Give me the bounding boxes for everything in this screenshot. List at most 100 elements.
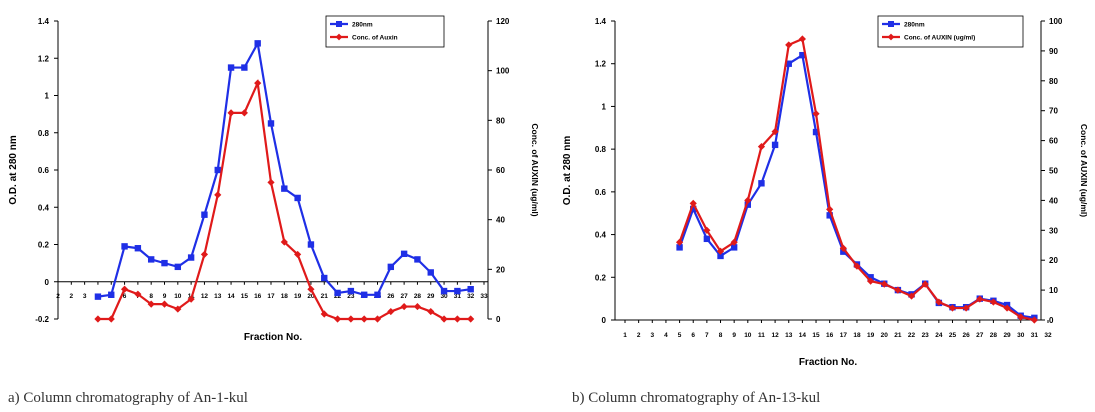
chart-b-y2tick-label: 80 [1049,77,1058,86]
chart-a-y2tick-label: 60 [496,166,505,175]
chart-b-xtick-label: 13 [785,332,793,339]
chart-b-od280-point [867,274,874,281]
chart-a-od280-point [321,274,328,282]
chart-b-ytick-label: 0.6 [595,188,607,197]
chart-a-ytick-label: 0.6 [38,166,50,175]
chart-a-od280-point [347,287,355,295]
chart-a-auxin-point [413,302,422,311]
chart-b-auxin-point [976,295,984,303]
chart-a-od280-point [134,245,142,252]
chart-b-auxin-point [853,262,861,270]
chart-b-auxin-point [894,286,902,294]
chart-b-xtick-label: 28 [990,332,998,339]
chart-b-ytick-label: 0.8 [595,145,607,154]
chart-b-ytick-label: 0 [602,316,607,325]
chart-b-xtick-label: 11 [758,332,765,339]
chart-a-xtick-label: 21 [321,293,329,300]
chart-b-auxin-point [703,226,711,234]
chart-b-ytick-label: 1 [602,102,607,111]
chart-b-xtick-label: 25 [949,332,957,339]
chart-b-legend-marker [887,33,895,41]
chart-b-xtick-label: 20 [881,332,889,339]
chart-a-legend-label: 280nm [352,22,373,29]
chart-a-y2tick-label: 100 [496,67,510,76]
chart-a-xtick-label: 13 [214,293,222,300]
chart-b-xtick-label: 31 [1031,332,1039,339]
chart-b-xtick-label: 9 [732,332,736,339]
chart-b-od280-point [703,235,711,243]
chart-b-xtick-label: 3 [650,332,654,339]
chart-a-od280-point [254,40,261,47]
chart-b-auxin-point [989,298,998,306]
chart-a-xtick-label: 16 [254,293,262,300]
chart-b-series-auxin-line [678,37,1035,322]
chart-a-xtick-label: 32 [467,293,475,300]
chart-a-auxin-point [147,300,155,308]
chart-a-ytick-label: 1 [45,92,50,101]
chart-b-auxin-point [839,244,847,252]
chart-b-xtick-label: 14 [799,332,807,339]
chart-a-xtick-label: 18 [281,293,289,300]
chart-a-od280-point [467,286,474,293]
chart-b-legend-marker [888,21,894,27]
chart-b-auxin-point [757,142,766,151]
chart-b-y-axis-title: O.D. at 280 nm [562,136,573,206]
chart-b-xtick-label: 12 [771,332,779,339]
chart-a-auxin-point [320,310,328,318]
chart-a-ytick-label: 1.2 [38,54,50,63]
chart-a-auxin-point [467,315,475,323]
chart-a-auxin-point [307,285,315,293]
chart-a-od280-point [174,263,182,271]
chart-b-xtick-label: 23 [922,332,930,339]
chart-b-xtick-label: 17 [840,332,848,339]
chart-a-auxin-point [294,250,302,259]
chart-a-od280-point [227,64,235,71]
chart-a-xtick-label: 23 [347,293,355,300]
chart-a-auxin-point [94,315,102,323]
chart-b-auxin-point [867,277,875,285]
chart-a-od280-point [374,291,381,298]
chart-a-ytick-label: 0.2 [38,241,50,250]
chart-panel-b: 0 0.2 0.4 0.6 0.8 1 1.2 1.4 0 10 20 30 40 50 60 70 80 90 1… [548,0,1095,380]
chart-a-ytick-label: 1.4 [38,17,50,26]
chart-a-auxin-point [453,315,461,323]
chart-b-xtick-label: 6 [691,332,695,339]
chart-a-ytick-label: 0 [45,278,50,287]
chart-a-xtick-label: 33 [480,293,488,300]
chart-a-od280-point [108,291,115,298]
chart-a-y2tick-label: 0 [496,315,501,324]
chart-b-xtick-label: 18 [853,332,861,339]
chart-b-auxin-point [1030,316,1038,324]
chart-a-auxin-point [267,178,275,187]
chart-b-xtick-label: 24 [935,332,943,339]
chart-a-auxin-point [440,315,448,323]
chart-a-svg: -0.2 0 0.2 0.4 0.6 0.8 1 1.2 1.4 0 20 40 60 80 100 120 2… [8,15,540,343]
chart-a-xtick-label: 2 [56,293,60,300]
chart-b-legend-box [877,15,1024,48]
chart-a-legend-box [325,15,445,48]
chart-b-xtick-label: 7 [705,332,709,339]
chart-b-ytick-label: 1.4 [595,17,607,26]
chart-b-auxin-point [880,280,888,288]
chart-b-od280-point [771,141,779,149]
chart-b-xtick-label: 29 [1003,332,1011,339]
chart-a-xtick-label: 30 [440,293,448,300]
chart-a-od280-point [187,254,195,261]
chart-a-od280-point [214,166,221,174]
chart-b-y2tick-label: 30 [1049,226,1058,235]
chart-a-auxin-point [160,300,169,308]
chart-a-xtick-label: 19 [294,293,302,300]
chart-a-od280-point [267,120,275,127]
chart-a-od280-point [294,194,301,202]
chart-a-xtick-label: 6 [123,293,127,300]
chart-a-ytick-label: -0.2 [35,315,49,324]
chart-b-ytick-label: 0.4 [595,231,607,240]
chart-b-xtick-label: 32 [1044,332,1052,339]
chart-b-xtick-label: 16 [826,332,834,339]
chart-a-xtick-label: 20 [307,293,315,300]
chart-b-caption: b) Column chromatography of An-13-kul [572,390,821,406]
chart-a-xtick-label: 15 [241,293,249,300]
chart-b-od280-point [676,244,683,251]
chart-a-auxin-point [107,315,115,323]
chart-a-od280-point [281,185,288,192]
